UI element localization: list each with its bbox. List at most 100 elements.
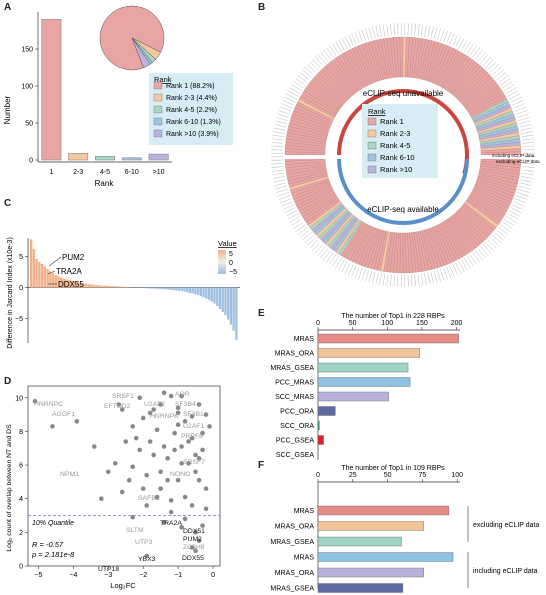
panel-e-chart: The number of Top1 in 228 RBPs 0 50 100 150… xyxy=(270,313,462,460)
a-ytick-label: 0 xyxy=(29,158,33,165)
b-name-tick xyxy=(452,264,458,276)
d-frame xyxy=(27,385,221,567)
d-point xyxy=(193,469,198,475)
f-bar-1 xyxy=(317,521,425,531)
d-annot-srsf7: SRSF7 xyxy=(183,459,205,466)
b-name-tick xyxy=(323,49,331,60)
b-name-tick xyxy=(515,195,528,200)
b-name-tick xyxy=(271,138,284,141)
d-point xyxy=(196,477,202,483)
d-ytick-label: 8 xyxy=(19,429,23,436)
b-name-tick xyxy=(502,221,513,229)
c-bar-53 xyxy=(175,287,178,291)
d-ytick-label: 0 xyxy=(19,564,23,571)
b-name-tick xyxy=(275,120,288,125)
b-name-tick xyxy=(469,254,477,265)
b-name-tick xyxy=(271,145,284,147)
d-point xyxy=(144,472,149,478)
d-stat-p: p = 2.181e-8 xyxy=(31,550,75,559)
e-category-label: MRAS_ORA xyxy=(275,351,315,358)
d-annot-safb2: SAFB2 xyxy=(138,495,160,502)
c-bar-55 xyxy=(180,287,183,292)
b-name-tick xyxy=(299,229,310,238)
b-name-tick xyxy=(437,28,441,41)
b-name-tick xyxy=(379,273,382,285)
b-name-tick xyxy=(417,274,420,287)
b-name-tick xyxy=(284,96,296,103)
b-name-tick xyxy=(518,120,531,125)
d-point xyxy=(133,435,139,441)
c-bar-42 xyxy=(144,287,148,289)
d-point xyxy=(119,407,125,412)
b-name-tick xyxy=(365,28,369,41)
f-category-label: MRAS_GSEA xyxy=(270,539,314,546)
b-name-tick xyxy=(440,268,445,281)
a-legend-title: Rank xyxy=(154,75,172,84)
d-annot-nono: NONO xyxy=(170,471,190,478)
e-category-label: MRAS xyxy=(294,336,315,343)
d-point xyxy=(161,519,167,525)
b-name-tick xyxy=(517,189,530,193)
b-name-tick xyxy=(285,210,297,217)
d-point xyxy=(50,424,55,429)
c-bar-22 xyxy=(90,284,93,288)
b-name-tick xyxy=(335,257,342,269)
b-name-tick xyxy=(477,51,486,62)
b-name-tick xyxy=(475,49,483,60)
b-name-tick xyxy=(512,204,524,210)
d-annot-u2af2: U2AF2 xyxy=(144,401,165,408)
d-point xyxy=(196,402,202,407)
b-name-tick xyxy=(487,239,497,249)
b-name-tick xyxy=(455,262,462,274)
b-name-tick xyxy=(372,271,376,284)
f-title: The number of Top1 in 109 RBPs xyxy=(341,465,445,472)
b-arc-available xyxy=(337,158,469,225)
f-bar-5 xyxy=(317,583,404,593)
d-annot-hnrnpc: HNRNPC xyxy=(34,401,63,408)
b-name-tick xyxy=(522,138,535,141)
b-name-tick xyxy=(341,261,348,273)
b-name-tick xyxy=(320,248,329,259)
b-name-tick xyxy=(281,103,293,109)
d-point xyxy=(189,435,195,441)
c-bar-25 xyxy=(98,285,101,288)
c-bar-48 xyxy=(161,287,164,290)
c-bar-8 xyxy=(51,273,55,288)
d-point xyxy=(168,498,174,503)
b-name-tick xyxy=(520,179,533,183)
c-bar-64 xyxy=(205,287,208,299)
b-name-tick xyxy=(492,66,502,76)
c-bar-32 xyxy=(117,286,120,288)
b-name-tick xyxy=(287,213,299,220)
b-name-tick xyxy=(272,172,285,176)
b-name-tick xyxy=(382,24,386,37)
d-point xyxy=(203,506,209,512)
c-bar-54 xyxy=(177,287,181,291)
a-legend-label-2: Rank 4-5 (2.2%) xyxy=(166,107,217,114)
b-legend-swatch-4 xyxy=(367,165,377,174)
e-category-label: SCC_ORA xyxy=(280,423,314,430)
b-name-tick xyxy=(351,33,357,45)
e-bar-0 xyxy=(317,333,459,344)
a-xtick-label: 6-10 xyxy=(125,169,139,176)
b-legend-box xyxy=(362,104,438,178)
b-name-tick xyxy=(502,81,513,89)
c-bar-63 xyxy=(202,287,205,298)
b-name-tick xyxy=(417,23,420,36)
d-annot-utp18: UTP18 xyxy=(98,566,119,573)
b-name-tick xyxy=(297,75,308,83)
b-name-tick xyxy=(472,252,480,263)
d-xtick-label: −2 xyxy=(139,572,147,579)
d-point xyxy=(179,461,184,466)
d-point xyxy=(200,523,205,528)
b-name-tick xyxy=(390,274,392,287)
b-name-tick xyxy=(496,229,507,238)
b-name-tick xyxy=(297,227,308,235)
d-annot-ybx3: YBX3 xyxy=(138,556,156,563)
a-legend-label-0: Rank 1 (88.2%) xyxy=(166,83,215,90)
b-name-tick xyxy=(372,26,376,39)
d-annot-zc3h8: ZC3H8 xyxy=(183,544,205,551)
b-name-tick xyxy=(504,84,515,91)
d-point xyxy=(126,477,132,483)
d-point xyxy=(130,464,136,470)
